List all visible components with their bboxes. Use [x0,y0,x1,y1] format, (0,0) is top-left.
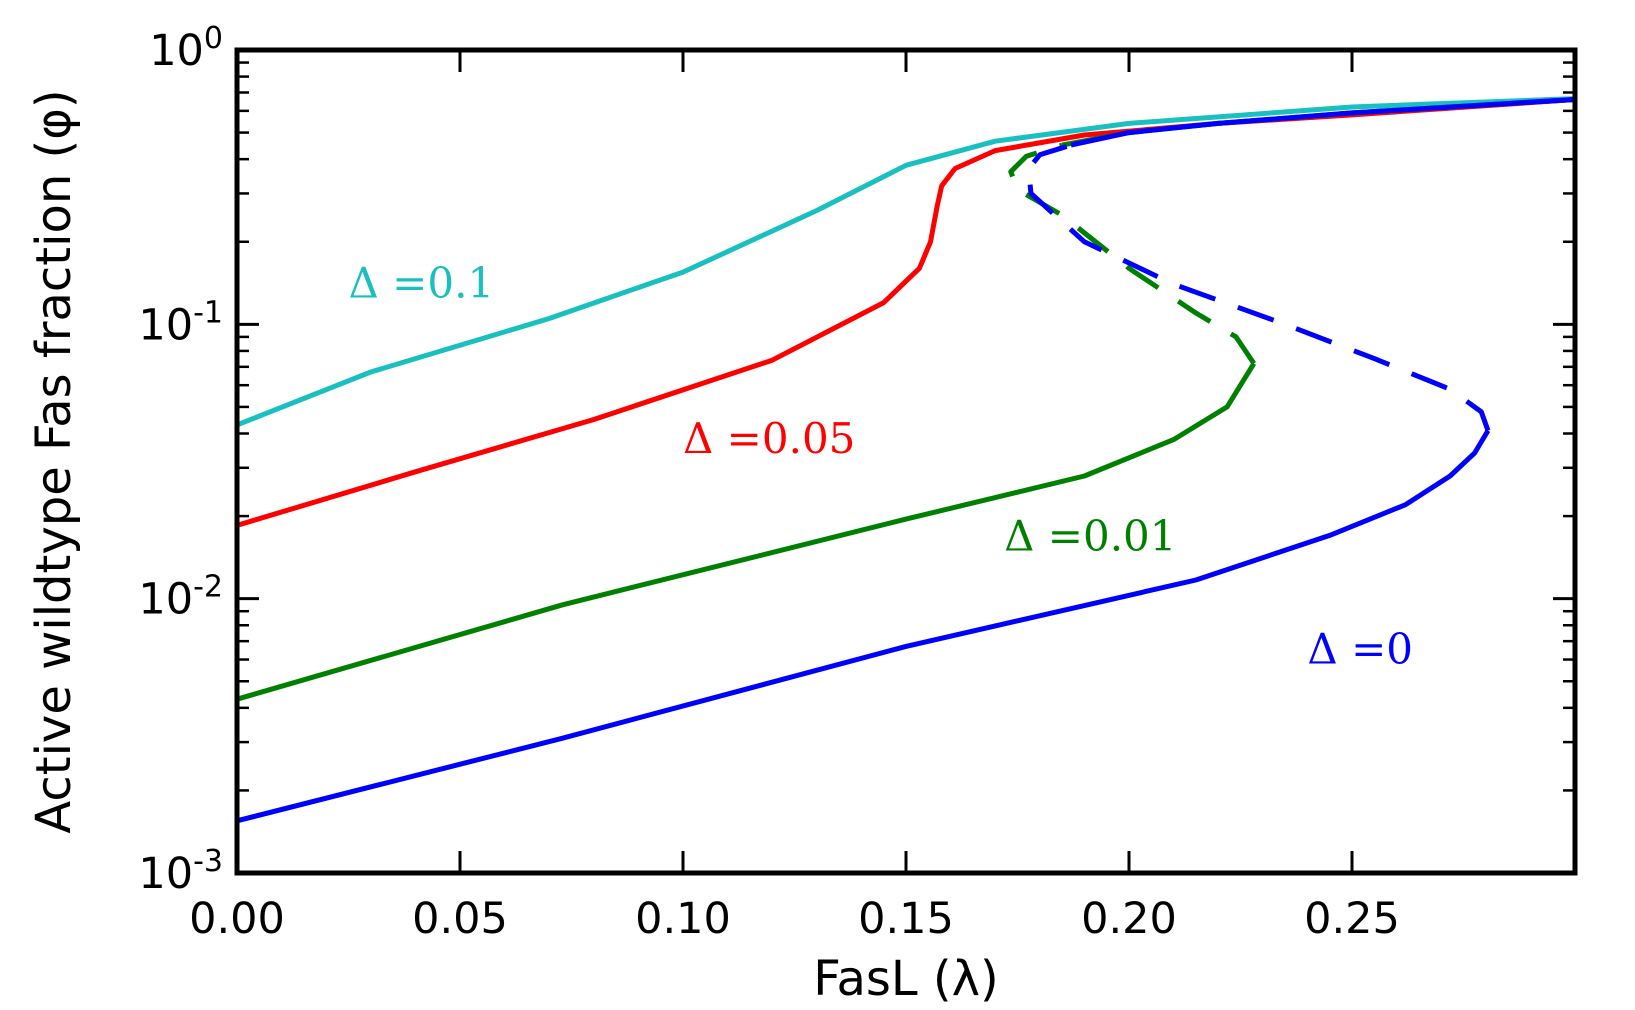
x-tick-label-2: 0.10 [635,894,731,944]
series-3-segment-0-solid [236,429,1491,824]
series-label-0: Δ =0.1 [349,259,495,308]
series-2-segment-1-dashed [1008,142,1256,365]
y-tick-label-2: 10-2 [138,570,223,625]
y-axis-title: Active wildtype Fas fraction (φ) [26,89,82,833]
x-tick-label-0: 0.00 [189,894,285,944]
y-tick-label-1: 10-1 [138,295,223,350]
series-2-segment-0-solid [236,362,1257,702]
plot-frame [234,47,1578,876]
curves [236,96,1576,824]
series-label-1: Δ =0.05 [683,414,855,463]
series-label-3: Δ =0 [1307,625,1413,674]
series-3-segment-1-dashed [1026,142,1491,432]
x-axis-title: FasL (λ) [813,951,998,1007]
y-tick-label-base-0: 10 [149,26,204,76]
x-tick-label-5: 0.25 [1304,894,1400,944]
y-tick-label-exp-1: -1 [193,295,223,330]
x-tick-label-1: 0.05 [412,894,508,944]
y-tick-label-exp-0: 0 [204,21,223,56]
y-tick-label-base-1: 10 [138,300,193,350]
series-labels: Δ =0.1 Δ =0.05 Δ =0.01 Δ =0 [349,259,1414,674]
y-tick-label-exp-3: -3 [193,844,223,879]
series-3-segment-2-solid [1070,97,1576,148]
series-label-2: Δ =0.01 [1004,511,1176,560]
series-0-segment-0-solid [236,96,1576,428]
y-tick-label-3: 10-3 [138,844,223,899]
y-tick-label-0: 100 [149,21,223,76]
y-tick-label-base-2: 10 [138,575,193,625]
y-tick-label-exp-2: -2 [193,570,223,605]
ticks [235,48,1575,875]
x-tick-label-4: 0.20 [1081,894,1177,944]
x-tick-label-3: 0.15 [858,894,954,944]
y-tick-label-base-3: 10 [138,849,193,899]
